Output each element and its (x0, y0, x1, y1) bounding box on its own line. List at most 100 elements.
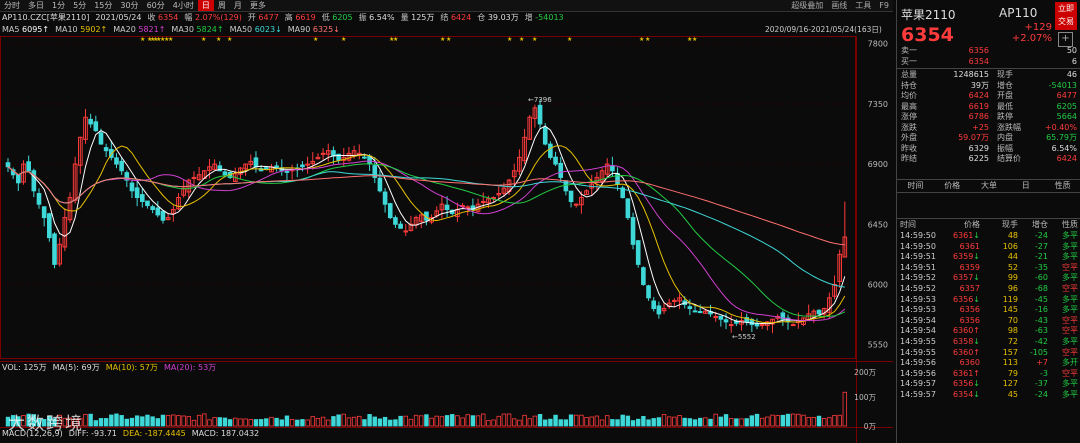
low-label: 低 (321, 13, 330, 22)
event-star-icon: ★ (156, 36, 161, 43)
candle-body (403, 230, 409, 233)
stat-row: 涨跌 +25 涨跌幅 +0.40% (897, 123, 1080, 134)
macd-title: MACD(12,26,9) (2, 429, 63, 438)
panel-tab-3[interactable]: 日 (1021, 181, 1030, 190)
volume-bar (615, 419, 620, 427)
tool-button-0[interactable]: 超级叠加 (791, 1, 824, 10)
event-star-icon: ★ (153, 36, 158, 43)
volume-bar (579, 414, 584, 427)
close-label: 收 (147, 13, 156, 22)
tick-nature: 空平 (1062, 347, 1078, 357)
panel-tab-2[interactable]: 大单 (980, 181, 997, 190)
period-tab-8[interactable]: 日 (197, 0, 214, 11)
volume-bar (837, 414, 842, 427)
volume-bar (537, 413, 543, 427)
volume-bar (708, 418, 713, 427)
arrow-up-icon: ↑ (973, 326, 980, 336)
period-tab-1[interactable]: 多日 (28, 1, 44, 10)
volume-bar (186, 416, 192, 427)
ob-volume: 6 (1071, 56, 1077, 66)
candle-body (398, 223, 403, 229)
last-price: 6354 (901, 24, 954, 46)
period-tab-5[interactable]: 30分 (120, 1, 139, 10)
volume-bar (382, 416, 388, 427)
panel-tab-0[interactable]: 时间 (907, 181, 924, 190)
volume-bar (357, 415, 362, 427)
period-tab-3[interactable]: 5分 (73, 1, 87, 10)
open-value: 6477 (258, 13, 279, 22)
period-tab-10[interactable]: 月 (233, 1, 242, 10)
tick-oi-change: -24 (1034, 389, 1048, 399)
candle-body (16, 174, 21, 184)
tick-row: 14:59:55 6358↓ 72 -42 多平 (897, 337, 1080, 348)
panel-tab-4[interactable]: 性质 (1054, 181, 1071, 190)
candle-body (165, 217, 171, 221)
volume-bar (196, 414, 202, 427)
stat-value: -54013 (1048, 80, 1077, 90)
candle-body (160, 210, 166, 221)
candle-body (584, 190, 589, 195)
period-tab-11[interactable]: 更多 (249, 1, 266, 10)
ma-legend-label: MA20 (113, 25, 139, 34)
volume-bar (310, 416, 315, 427)
volume-bar (145, 414, 150, 427)
period-tab-4[interactable]: 15分 (94, 1, 113, 10)
volume-bar (605, 415, 610, 427)
panel-tab-1[interactable]: 价格 (944, 181, 961, 190)
tick-volume: 157 (1002, 347, 1018, 357)
volume-bar (481, 413, 486, 427)
volume-bar (315, 417, 321, 427)
period-tab-6[interactable]: 60分 (146, 1, 165, 10)
volume-bar (372, 416, 377, 427)
tool-button-1[interactable]: 画线 (831, 1, 848, 10)
ma-legend-label: MA30 (171, 25, 197, 34)
volume-legend: VOL: 125万 MA(5): 69万 MA(10): 57万 MA(20):… (2, 363, 216, 373)
ma-legend-label: MA5 (2, 25, 23, 34)
tool-button-2[interactable]: 工具 (855, 1, 872, 10)
tick-volume: 119 (1002, 294, 1018, 304)
candle-body (36, 193, 42, 205)
stat-label: 持仓 (901, 80, 917, 90)
volume-bar (93, 420, 99, 427)
tick-time: 14:59:54 (900, 315, 936, 325)
volume-bar (274, 417, 279, 427)
trade-now-button[interactable]: 立即交易 (1055, 2, 1077, 30)
period-tab-2[interactable]: 1分 (52, 1, 66, 10)
candle-body (57, 243, 62, 265)
candle-body (284, 170, 290, 173)
order-book: 卖一 6356 50 买一 6354 6 总量 1248615 现手 46 持仓 39万 增仓 -5401… (897, 46, 1080, 165)
period-tab-0[interactable]: 分时 (4, 1, 20, 10)
stat-value: 6329 (968, 143, 989, 153)
arrow-down-icon: ↓ (973, 273, 980, 283)
candle-body (537, 104, 543, 125)
tick-price: 6361↑ (952, 368, 980, 378)
period-tab-7[interactable]: 4小时 (172, 1, 194, 10)
volume-bar (759, 417, 765, 427)
volume-bar (568, 414, 574, 427)
stat-value: 5664 (1056, 112, 1077, 121)
candle-body (191, 176, 197, 180)
volume-bar (765, 416, 770, 427)
stat-value: 6.54% (1051, 143, 1077, 153)
volume-bar (806, 416, 811, 427)
candle-body (672, 299, 677, 302)
candle-body (553, 156, 558, 165)
tick-volume: 99 (1007, 273, 1018, 283)
add-watchlist-icon[interactable]: + (1058, 32, 1073, 47)
candle-body (723, 319, 729, 323)
period-tab-9[interactable]: 周 (217, 1, 226, 10)
tool-button-3[interactable]: F9 (879, 1, 889, 10)
candle-body (114, 157, 119, 165)
candle-body (124, 172, 130, 181)
candle-body (470, 205, 476, 211)
candle-body (155, 207, 161, 216)
event-star-icon: ★ (645, 36, 650, 43)
tick-nature: 多开 (1062, 358, 1078, 368)
stat-value: 6225 (968, 154, 989, 163)
volume-bar (548, 418, 553, 427)
event-star-icon: ★ (168, 36, 173, 43)
volume-bar (98, 418, 104, 427)
volume-bar (796, 413, 801, 427)
volume-bar (413, 414, 419, 427)
